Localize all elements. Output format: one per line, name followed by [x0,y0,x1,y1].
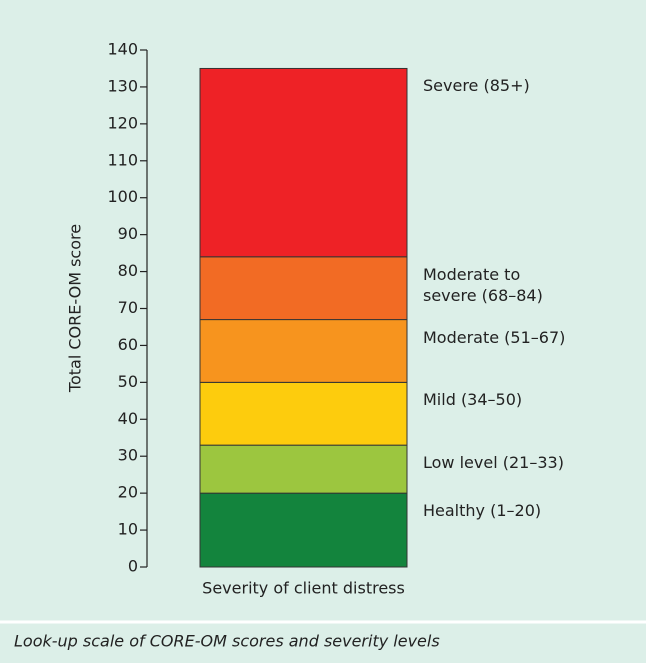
y-tick-label: 140 [107,40,138,59]
bar-segment [199,67,408,258]
y-tick-label: 70 [118,298,138,317]
y-tick-label: 130 [107,76,138,95]
x-tick-label: Severity of client distress [202,579,405,598]
segment-label: Moderate to severe (68–84) [423,264,543,305]
bar-segment [199,381,408,446]
bar-segment [199,492,408,568]
caption: Look-up scale of CORE-OM scores and seve… [14,632,440,651]
y-axis-title: Total CORE-OM score [66,224,85,393]
bar-segment [199,256,408,321]
segment-label: Severe (85+) [423,76,530,96]
y-tick-label: 120 [107,113,138,132]
segment-label: Moderate (51–67) [423,327,566,347]
segment-label: Mild (34–50) [423,390,523,410]
bar-segment [199,444,408,494]
y-tick-label: 0 [128,557,138,576]
y-tick-label: 10 [118,520,138,539]
bar-segment [199,319,408,383]
y-tick-label: 40 [118,409,138,428]
y-tick-label: 90 [118,224,138,243]
y-tick-label: 110 [107,150,138,169]
y-tick-label: 20 [118,483,138,502]
y-tick-label: 100 [107,187,138,206]
y-tick-label: 30 [118,446,138,465]
segment-label: Low level (21–33) [423,453,564,473]
y-tick-label: 80 [118,261,138,280]
y-tick-label: 60 [118,335,138,354]
y-tick-label: 50 [118,372,138,391]
segment-label: Healthy (1–20) [423,501,542,521]
